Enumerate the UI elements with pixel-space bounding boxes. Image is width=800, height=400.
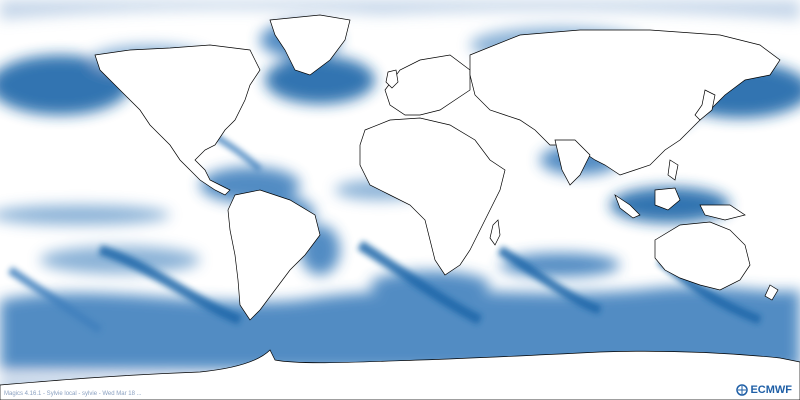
field-north-atlantic (265, 56, 375, 104)
coast-borneo (654, 187, 681, 211)
field-streak-3 (497, 246, 602, 315)
coast-europe (384, 54, 471, 116)
field-streak-1 (98, 245, 242, 325)
coast-greenland (269, 14, 351, 76)
ecmwf-logo: ECMWF (736, 384, 792, 396)
ecmwf-logo-icon (736, 384, 749, 396)
field-pacific-itcz (0, 205, 170, 225)
field-north-pacific (0, 55, 130, 115)
field-streak-2 (357, 240, 483, 325)
coast-new-guinea (699, 204, 746, 221)
coast-new-zealand (764, 284, 779, 301)
coastline-layer (0, 14, 800, 400)
coast-japan (694, 89, 716, 121)
coast-philippines (667, 159, 679, 181)
coast-africa (359, 117, 506, 276)
ecmwf-logo-text: ECMWF (750, 384, 792, 396)
coast-antarctica (0, 349, 800, 400)
coast-india (554, 139, 591, 186)
coast-asia (469, 29, 781, 176)
field-band-arctic (0, 0, 800, 20)
coast-sumatra (614, 194, 641, 219)
field-streak-5 (7, 266, 103, 334)
coast-south-america (227, 189, 321, 321)
coast-madagascar (489, 219, 501, 246)
footer-caption: Magics 4.16.1 - Sylvie local - sylvie - … (4, 391, 142, 397)
coast-uk (385, 69, 399, 89)
coast-australia (654, 221, 751, 291)
coast-north-america (94, 44, 261, 196)
